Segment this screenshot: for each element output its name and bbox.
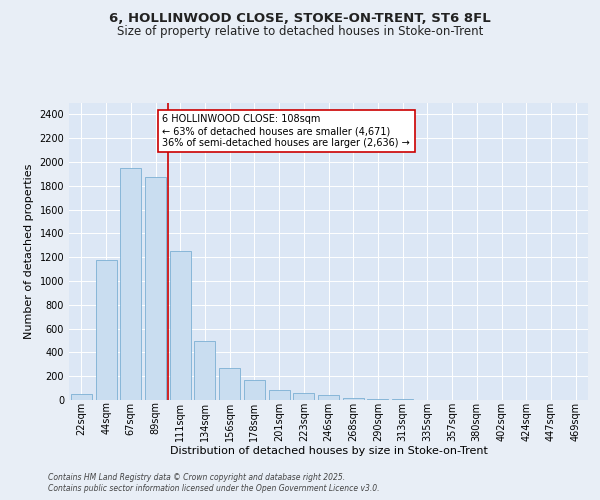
Text: 6 HOLLINWOOD CLOSE: 108sqm
← 63% of detached houses are smaller (4,671)
36% of s: 6 HOLLINWOOD CLOSE: 108sqm ← 63% of deta… [163,114,410,148]
Text: 6, HOLLINWOOD CLOSE, STOKE-ON-TRENT, ST6 8FL: 6, HOLLINWOOD CLOSE, STOKE-ON-TRENT, ST6… [109,12,491,26]
X-axis label: Distribution of detached houses by size in Stoke-on-Trent: Distribution of detached houses by size … [170,446,487,456]
Bar [194,340,215,400]
Bar [293,394,314,400]
Y-axis label: Number of detached properties: Number of detached properties [24,164,34,339]
Bar [244,380,265,400]
Bar [170,252,191,400]
Bar [71,394,92,400]
Bar [269,390,290,400]
Bar [343,398,364,400]
Bar [145,177,166,400]
Bar [95,260,116,400]
Bar [120,168,141,400]
Bar [219,368,240,400]
Text: Contains HM Land Registry data © Crown copyright and database right 2025.: Contains HM Land Registry data © Crown c… [48,472,345,482]
Bar [367,399,388,400]
Bar [318,394,339,400]
Text: Size of property relative to detached houses in Stoke-on-Trent: Size of property relative to detached ho… [117,25,483,38]
Text: Contains public sector information licensed under the Open Government Licence v3: Contains public sector information licen… [48,484,380,493]
